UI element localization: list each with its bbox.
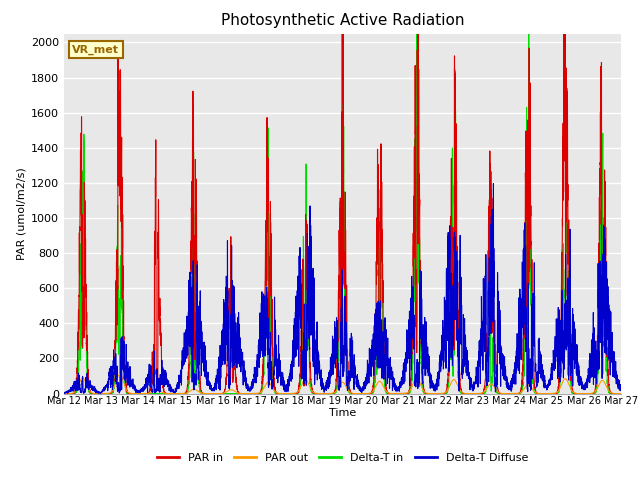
Delta-T Diffuse: [467, 379, 475, 385]
PAR in: [322, 391, 330, 396]
Delta-T Diffuse: [499, 364, 507, 370]
PAR out: [134, 391, 142, 396]
Delta-T Diffuse: [617, 387, 625, 393]
Title: Photosynthetic Active Radiation: Photosynthetic Active Radiation: [221, 13, 464, 28]
Line: PAR in: PAR in: [64, 0, 621, 394]
Delta-T Diffuse: [490, 180, 497, 186]
PAR out: [161, 390, 168, 396]
Delta-T Diffuse: [160, 384, 168, 389]
PAR in: [499, 391, 507, 396]
PAR out: [322, 391, 330, 396]
Delta-T in: [134, 391, 142, 396]
Delta-T Diffuse: [436, 365, 444, 371]
PAR in: [60, 391, 68, 396]
Delta-T in: [322, 391, 330, 396]
PAR out: [116, 372, 124, 377]
Delta-T in: [60, 391, 68, 396]
Delta-T in: [436, 391, 444, 396]
Delta-T in: [161, 391, 168, 396]
Line: PAR out: PAR out: [64, 374, 621, 394]
PAR in: [209, 391, 216, 396]
PAR in: [436, 391, 444, 396]
Line: Delta-T Diffuse: Delta-T Diffuse: [64, 183, 621, 393]
PAR out: [499, 391, 507, 396]
X-axis label: Time: Time: [329, 408, 356, 418]
Delta-T in: [616, 391, 624, 396]
PAR in: [617, 391, 625, 396]
Delta-T in: [499, 391, 507, 396]
Delta-T Diffuse: [322, 383, 330, 389]
Line: Delta-T in: Delta-T in: [64, 0, 621, 394]
Delta-T Diffuse: [616, 384, 624, 390]
Y-axis label: PAR (umol/m2/s): PAR (umol/m2/s): [17, 167, 27, 260]
PAR out: [616, 391, 624, 396]
PAR in: [160, 388, 168, 394]
Delta-T Diffuse: [60, 390, 68, 396]
Text: VR_met: VR_met: [72, 44, 119, 55]
PAR out: [468, 391, 476, 396]
Legend: PAR in, PAR out, Delta-T in, Delta-T Diffuse: PAR in, PAR out, Delta-T in, Delta-T Dif…: [152, 448, 532, 467]
PAR out: [617, 391, 625, 396]
PAR out: [436, 391, 444, 396]
Delta-T in: [467, 391, 475, 396]
PAR out: [60, 391, 68, 396]
PAR in: [616, 391, 624, 396]
PAR in: [467, 391, 475, 396]
Delta-T in: [617, 391, 625, 396]
